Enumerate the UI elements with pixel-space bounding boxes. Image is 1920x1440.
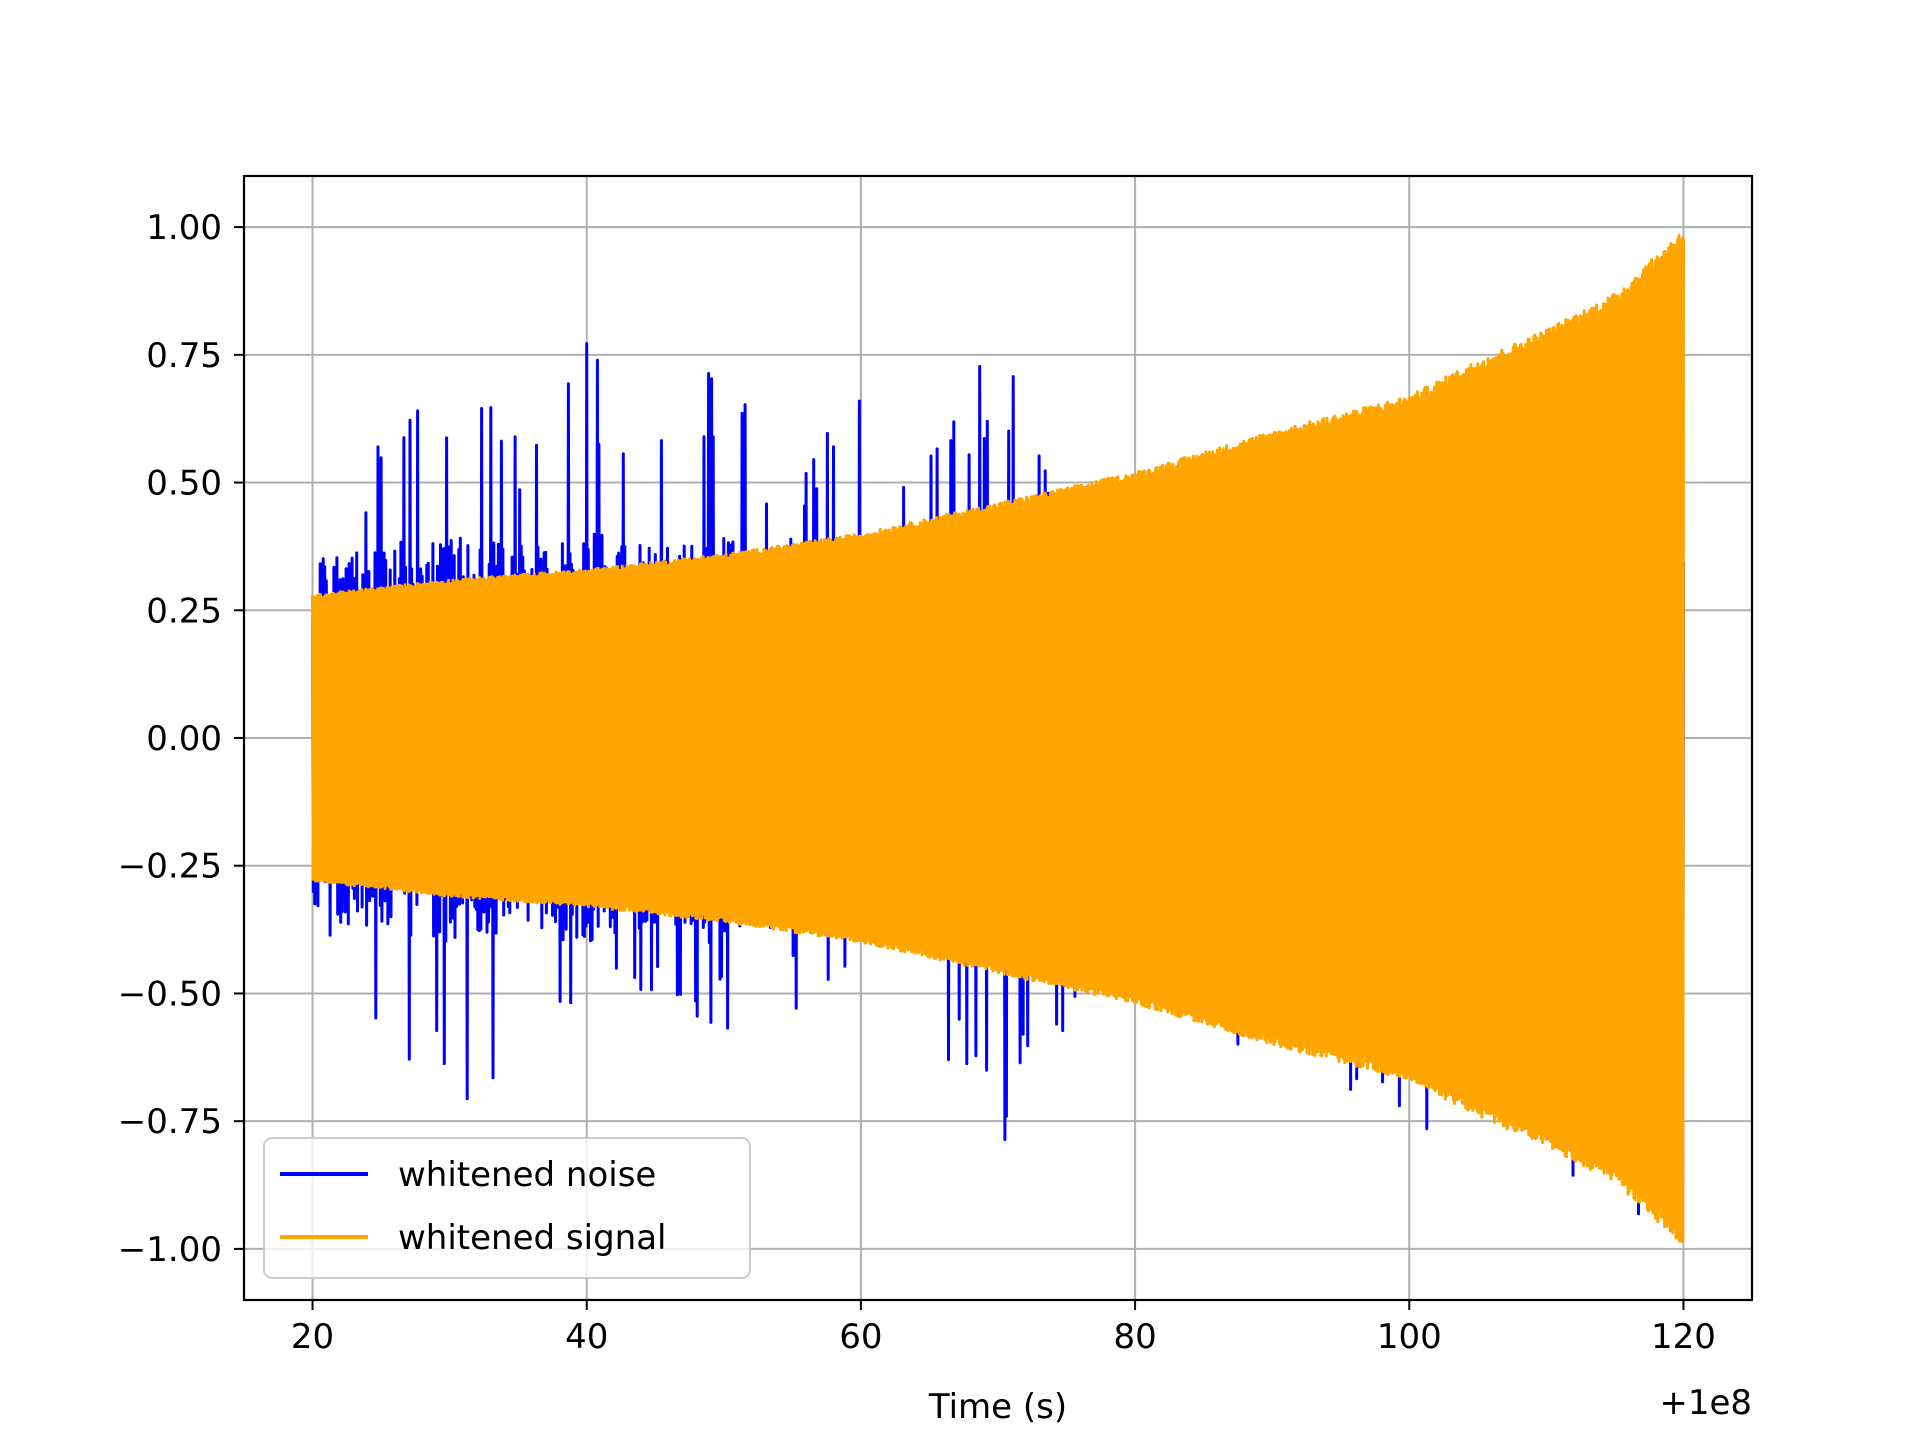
y-tick-label: 0.50: [146, 464, 222, 504]
y-axis-ticks: 1.00 0.75 0.50 0.25 0.00 −0.25 −0.50 −0.75 −1.00: [118, 208, 244, 1270]
legend: whitened noise whitened signal: [263, 1137, 751, 1279]
y-tick-label: 1.00: [146, 208, 222, 248]
x-tick-label: 40: [565, 1317, 608, 1357]
x-axis-ticks: 20 40 60 80 100 120: [291, 1300, 1716, 1357]
series-line-whitened-signal: [311, 233, 1685, 1243]
series-layer: [311, 233, 1685, 1243]
y-tick-label: −0.25: [118, 847, 222, 887]
y-tick-label: −0.50: [118, 974, 222, 1014]
x-axis-label: Time (s): [928, 1387, 1067, 1427]
x-tick-label: 100: [1377, 1317, 1442, 1357]
y-tick-label: −1.00: [118, 1230, 222, 1270]
y-tick-label: 0.75: [146, 336, 222, 376]
x-tick-label: 20: [291, 1317, 334, 1357]
x-tick-label: 80: [1113, 1317, 1156, 1357]
legend-label-whitened-noise: whitened noise: [398, 1155, 656, 1195]
x-offset-label: +1e8: [1659, 1383, 1752, 1423]
y-tick-label: 0.00: [146, 719, 222, 759]
y-tick-label: −0.75: [118, 1102, 222, 1142]
y-tick-label: 0.25: [146, 591, 222, 631]
x-tick-label: 60: [839, 1317, 882, 1357]
legend-label-whitened-signal: whitened signal: [398, 1218, 666, 1258]
legend-box: [263, 1137, 751, 1279]
x-tick-label: 120: [1651, 1317, 1716, 1357]
